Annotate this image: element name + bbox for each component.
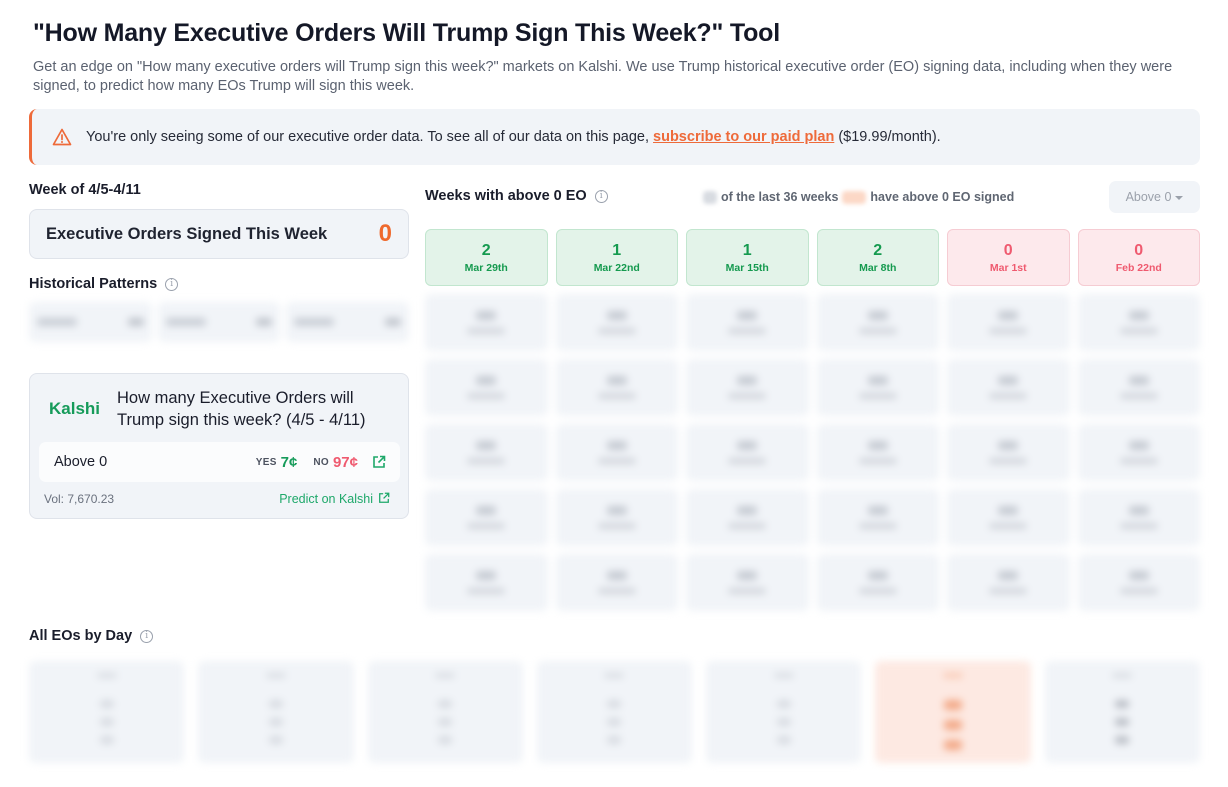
locked-week-tile [947,294,1070,351]
locked-week-tile [816,554,939,611]
locked-week-tile [816,294,939,351]
locked-week-tile [1077,489,1200,546]
locked-week-tile [555,489,678,546]
historical-patterns-heading: Historical Patterns i [29,276,179,292]
blurred-percent [842,190,867,204]
locked-day-grid [29,661,1200,763]
info-icon[interactable]: i [594,189,608,203]
no-label: NO [313,456,329,468]
weeks-heading: Weeks with above 0 EO i [425,188,608,204]
locked-week-tile [1077,424,1200,481]
locked-week-tile [816,489,939,546]
locked-week-tile [947,489,1070,546]
locked-week-tile [425,424,548,481]
subscribe-link[interactable]: subscribe to our paid plan [653,129,835,145]
eo-this-week-label: Executive Orders Signed This Week [46,224,328,243]
paywall-alert: You're only seeing some of our executive… [29,109,1200,165]
locked-week-tile [555,359,678,416]
locked-week-tile [1077,359,1200,416]
day-tile [198,661,354,763]
external-link-icon [378,492,392,506]
week-tile: 2 Mar 29th [425,229,548,286]
yes-label: YES [255,456,277,468]
week-tile: 1 Mar 22nd [555,229,678,286]
warning-triangle-icon [52,127,72,147]
locked-week-tile [425,294,548,351]
locked-week-tile [816,424,939,481]
week-tile: 1 Mar 15th [686,229,809,286]
eo-this-week-value: 0 [378,220,392,247]
no-price[interactable]: 97¢ [332,453,358,471]
day-tile [367,661,523,763]
locked-week-tile [686,554,809,611]
historical-pattern-cell [157,302,281,342]
locked-week-tile [555,554,678,611]
locked-week-tile [1077,554,1200,611]
day-tile [875,661,1031,763]
day-tile [29,661,185,763]
caret-down-icon [1175,196,1184,200]
locked-week-tile [947,359,1070,416]
locked-week-tile [425,359,548,416]
weeks-grid: 2 Mar 29th 1 Mar 22nd 1 Mar 15th 2 Mar 8th 0… [425,229,1200,286]
locked-week-tile [816,359,939,416]
blurred-count [703,190,717,204]
historical-patterns-blurred [29,302,410,342]
locked-week-tile [425,489,548,546]
page-title: "How Many Executive Orders Will Trump Si… [33,19,781,47]
market-row[interactable]: Above 0 YES 7¢ NO 97¢ [39,442,400,482]
week-tile: 0 Mar 1st [947,229,1070,286]
info-icon[interactable]: i [140,629,154,643]
week-tile: 0 Feb 22nd [1077,229,1200,286]
locked-week-tile [555,424,678,481]
predict-on-kalshi-link[interactable]: Predict on Kalshi [279,492,392,506]
kalshi-logo: Kalshi [49,399,101,418]
market-question: How many Executive Orders will Trump sig… [117,389,366,429]
external-link-icon[interactable] [372,455,386,469]
locked-weeks-grid [425,294,1200,611]
page-description: Get an edge on "How many executive order… [33,59,1173,94]
day-tile [1044,661,1200,763]
day-tile [706,661,862,763]
locked-week-tile [686,424,809,481]
kalshi-market-card: Kalshi How many Executive Orders will Tr… [29,373,409,519]
info-icon[interactable]: i [165,277,179,291]
locked-week-tile [425,554,548,611]
locked-week-tile [947,424,1070,481]
historical-pattern-cell [286,302,410,342]
threshold-dropdown[interactable]: Above 0 [1109,181,1200,213]
week-tile: 2 Mar 8th [816,229,939,286]
market-name: Above 0 [54,454,108,470]
locked-week-tile [947,554,1070,611]
weeks-summary: of the last 36 weeks have above 0 EO sig… [703,190,1014,204]
yes-price[interactable]: 7¢ [280,453,298,471]
day-tile [536,661,693,763]
market-volume: Vol: 7,670.23 [44,492,115,506]
all-eos-by-day-heading: All EOs by Day i [29,628,154,644]
week-range-label: Week of 4/5-4/11 [29,182,141,198]
alert-text: You're only seeing some of our executive… [86,129,941,145]
eo-this-week-card: Executive Orders Signed This Week 0 [29,209,409,259]
locked-week-tile [686,489,809,546]
locked-week-tile [555,294,678,351]
locked-week-tile [686,359,809,416]
locked-week-tile [1077,294,1200,351]
locked-week-tile [686,294,809,351]
historical-pattern-cell [29,302,152,342]
